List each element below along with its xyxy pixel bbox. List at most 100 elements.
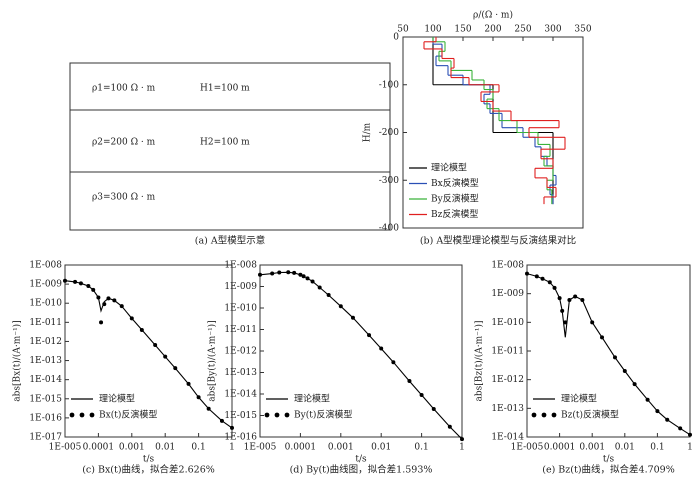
legend-swatch <box>274 412 280 418</box>
y-tick-label: 1E-008 <box>224 261 257 271</box>
legend-label: 理论模型 <box>99 393 135 405</box>
x-tick-label: 1E-005 <box>511 443 544 453</box>
data-point <box>106 296 111 301</box>
data-point <box>86 283 91 288</box>
x-tick-label: 200 <box>484 25 501 35</box>
y-axis-title: abs[Bx(t)/(A·m⁻¹)] <box>12 320 23 401</box>
y-tick-label: 1E-009 <box>224 282 257 292</box>
y-tick-label: 1E-012 <box>491 375 524 385</box>
data-point <box>552 285 557 290</box>
data-point <box>590 320 595 325</box>
data-point <box>447 424 452 429</box>
layer-resistivity: ρ2=200 Ω · m <box>92 138 156 148</box>
data-point <box>379 346 384 351</box>
y-tick-label: -200 <box>379 128 399 138</box>
y-tick-label: 1E-008 <box>29 261 62 271</box>
data-point <box>460 437 464 442</box>
data-point <box>219 418 224 423</box>
data-point <box>298 272 303 277</box>
data-point <box>431 407 436 412</box>
data-point <box>286 270 291 275</box>
data-point <box>196 395 201 400</box>
y-tick-label: 1E-016 <box>29 413 62 423</box>
caption: (d) By(t)曲线图，拟合差1.593% <box>290 464 433 476</box>
x-tick-label: 0.001 <box>119 443 145 453</box>
y-tick-label: -300 <box>379 176 399 186</box>
y-tick-label: 1E-010 <box>224 304 257 314</box>
data-point <box>91 287 96 292</box>
data-point <box>557 296 562 301</box>
plot-frame <box>259 264 463 438</box>
y-tick-label: 1E-013 <box>29 356 62 366</box>
legend-label: Bz反演模型 <box>431 208 478 220</box>
data-point <box>78 281 83 286</box>
legend-label: 理论模型 <box>431 162 467 174</box>
data-point <box>367 333 372 338</box>
data-point <box>580 298 585 303</box>
data-point <box>655 409 660 414</box>
data-point <box>258 272 262 277</box>
data-point <box>139 327 144 332</box>
legend-label: 理论模型 <box>294 393 330 405</box>
data-point <box>305 276 310 281</box>
x-tick-label: 0.01 <box>371 443 391 453</box>
legend-swatch <box>541 412 547 418</box>
data-point <box>338 304 343 309</box>
data-point <box>129 316 134 321</box>
data-point <box>173 366 178 371</box>
legend-label: Bx(t)反演模型 <box>99 409 157 421</box>
x-axis-title: t/s <box>143 455 155 465</box>
y-tick-label: 1E-014 <box>224 390 257 400</box>
legend-swatch <box>551 412 557 418</box>
x-axis-title: t/s <box>355 455 367 465</box>
y-tick-label: 1E-011 <box>29 318 62 328</box>
data-point <box>534 274 539 279</box>
data-point <box>99 320 104 325</box>
y-tick-label: 1E-010 <box>29 299 62 309</box>
data-point <box>326 293 331 298</box>
legend-swatch <box>79 412 85 418</box>
data-point <box>612 355 617 360</box>
y-tick-label: 1E-008 <box>491 261 524 271</box>
x-tick-label: 250 <box>514 25 531 35</box>
legend-label: Bz(t)反演模型 <box>561 409 619 421</box>
y-axis-title: abs[Bz(t)/(A·m⁻¹)] <box>474 320 485 401</box>
x-tick-label: 0.1 <box>650 443 664 453</box>
data-point <box>317 285 322 290</box>
legend-swatch <box>264 412 270 418</box>
data-point <box>186 381 191 386</box>
layer-thickness: H1=100 m <box>200 84 250 94</box>
x-tick-label: 1E-005 <box>49 443 82 453</box>
y-tick-label: 1E-014 <box>29 375 62 385</box>
data-point <box>102 302 107 307</box>
x-tick-label: 1 <box>459 443 465 453</box>
data-point <box>119 304 124 309</box>
legend-label: Bx反演模型 <box>431 177 479 189</box>
data-point <box>688 432 692 437</box>
plot-frame <box>64 264 233 438</box>
data-point <box>310 279 315 284</box>
y-tick-label: 1E-014 <box>491 433 524 443</box>
legend-label: By(t)反演模型 <box>294 409 352 421</box>
data-point <box>560 308 565 313</box>
x-axis-title: ρ/(Ω · m) <box>473 10 513 21</box>
data-point <box>567 298 572 303</box>
caption: (c) Bx(t)曲线，拟合差2.626% <box>82 464 215 476</box>
model-diagram: ρ1=100 Ω · m H1=100 m ρ2=200 Ω · m H2=10… <box>69 62 391 247</box>
y-tick-label: 1E-013 <box>491 404 524 414</box>
data-point <box>206 406 211 411</box>
data-line <box>259 271 463 440</box>
y-tick-label: 1E-013 <box>224 368 257 378</box>
data-point <box>407 379 412 384</box>
x-tick-label: 150 <box>454 25 471 35</box>
y-tick-label: 1E-012 <box>29 337 62 347</box>
x-tick-label: 1E-005 <box>244 443 277 453</box>
layer-resistivity: ρ3=300 Ω · m <box>92 193 156 203</box>
data-point <box>301 274 306 279</box>
x-tick-label: 0.0001 <box>544 443 576 453</box>
data-point <box>622 369 627 374</box>
x-tick-label: 1 <box>229 443 235 453</box>
y-tick-label: -400 <box>379 224 399 234</box>
y-tick-label: 1E-011 <box>491 347 524 357</box>
